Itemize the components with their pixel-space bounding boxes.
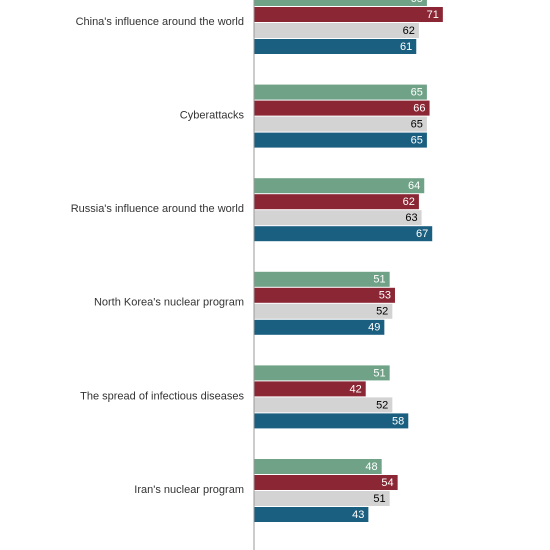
value-label: 51: [373, 367, 385, 379]
bar: [254, 319, 385, 335]
bar: [254, 39, 417, 54]
value-label: 67: [416, 228, 428, 240]
bar: [254, 459, 382, 474]
category-label: The spread of infectious diseases: [80, 390, 244, 402]
value-label: 71: [427, 9, 439, 21]
bar: [254, 194, 419, 210]
bar: [254, 491, 390, 506]
value-label: 49: [368, 322, 380, 334]
bar: [254, 0, 427, 6]
value-label: 51: [373, 274, 385, 286]
value-label: 65: [411, 0, 423, 5]
bar: [254, 365, 390, 381]
value-label: 62: [403, 196, 415, 208]
value-label: 54: [381, 477, 393, 489]
value-label: 62: [403, 25, 415, 37]
bar: [254, 116, 427, 132]
value-label: 61: [400, 41, 412, 53]
bar: [254, 475, 398, 490]
value-label: 52: [376, 399, 388, 411]
bar: [254, 23, 419, 38]
bar: [254, 210, 422, 226]
value-label: 65: [411, 135, 423, 147]
value-label: 48: [365, 461, 377, 473]
bar: [254, 271, 390, 287]
value-label: 64: [408, 180, 420, 192]
value-label: 65: [411, 87, 423, 99]
bar: [254, 507, 369, 522]
bar: [254, 84, 427, 100]
bar: [254, 7, 443, 22]
category-label: Russia's influence around the world: [71, 203, 244, 215]
bar: [254, 381, 366, 397]
bar: [254, 226, 433, 242]
value-label: 53: [379, 290, 391, 302]
value-label: 65: [411, 119, 423, 131]
value-label: 63: [405, 212, 417, 224]
bar: [254, 397, 393, 413]
category-label: North Korea's nuclear program: [94, 297, 244, 309]
value-label: 58: [392, 415, 404, 427]
value-label: 51: [373, 493, 385, 505]
category-label: Iran's nuclear program: [134, 484, 244, 496]
value-label: 66: [413, 103, 425, 115]
bar: [254, 287, 395, 303]
category-label: China's influence around the world: [76, 16, 244, 28]
value-label: 43: [352, 509, 364, 521]
value-label: 52: [376, 306, 388, 318]
bar: [254, 178, 425, 194]
bar: [254, 100, 430, 116]
bar: [254, 413, 409, 429]
category-label: Cyberattacks: [180, 110, 245, 122]
value-label: 42: [349, 383, 361, 395]
bar: [254, 303, 393, 319]
bar: [254, 132, 427, 148]
